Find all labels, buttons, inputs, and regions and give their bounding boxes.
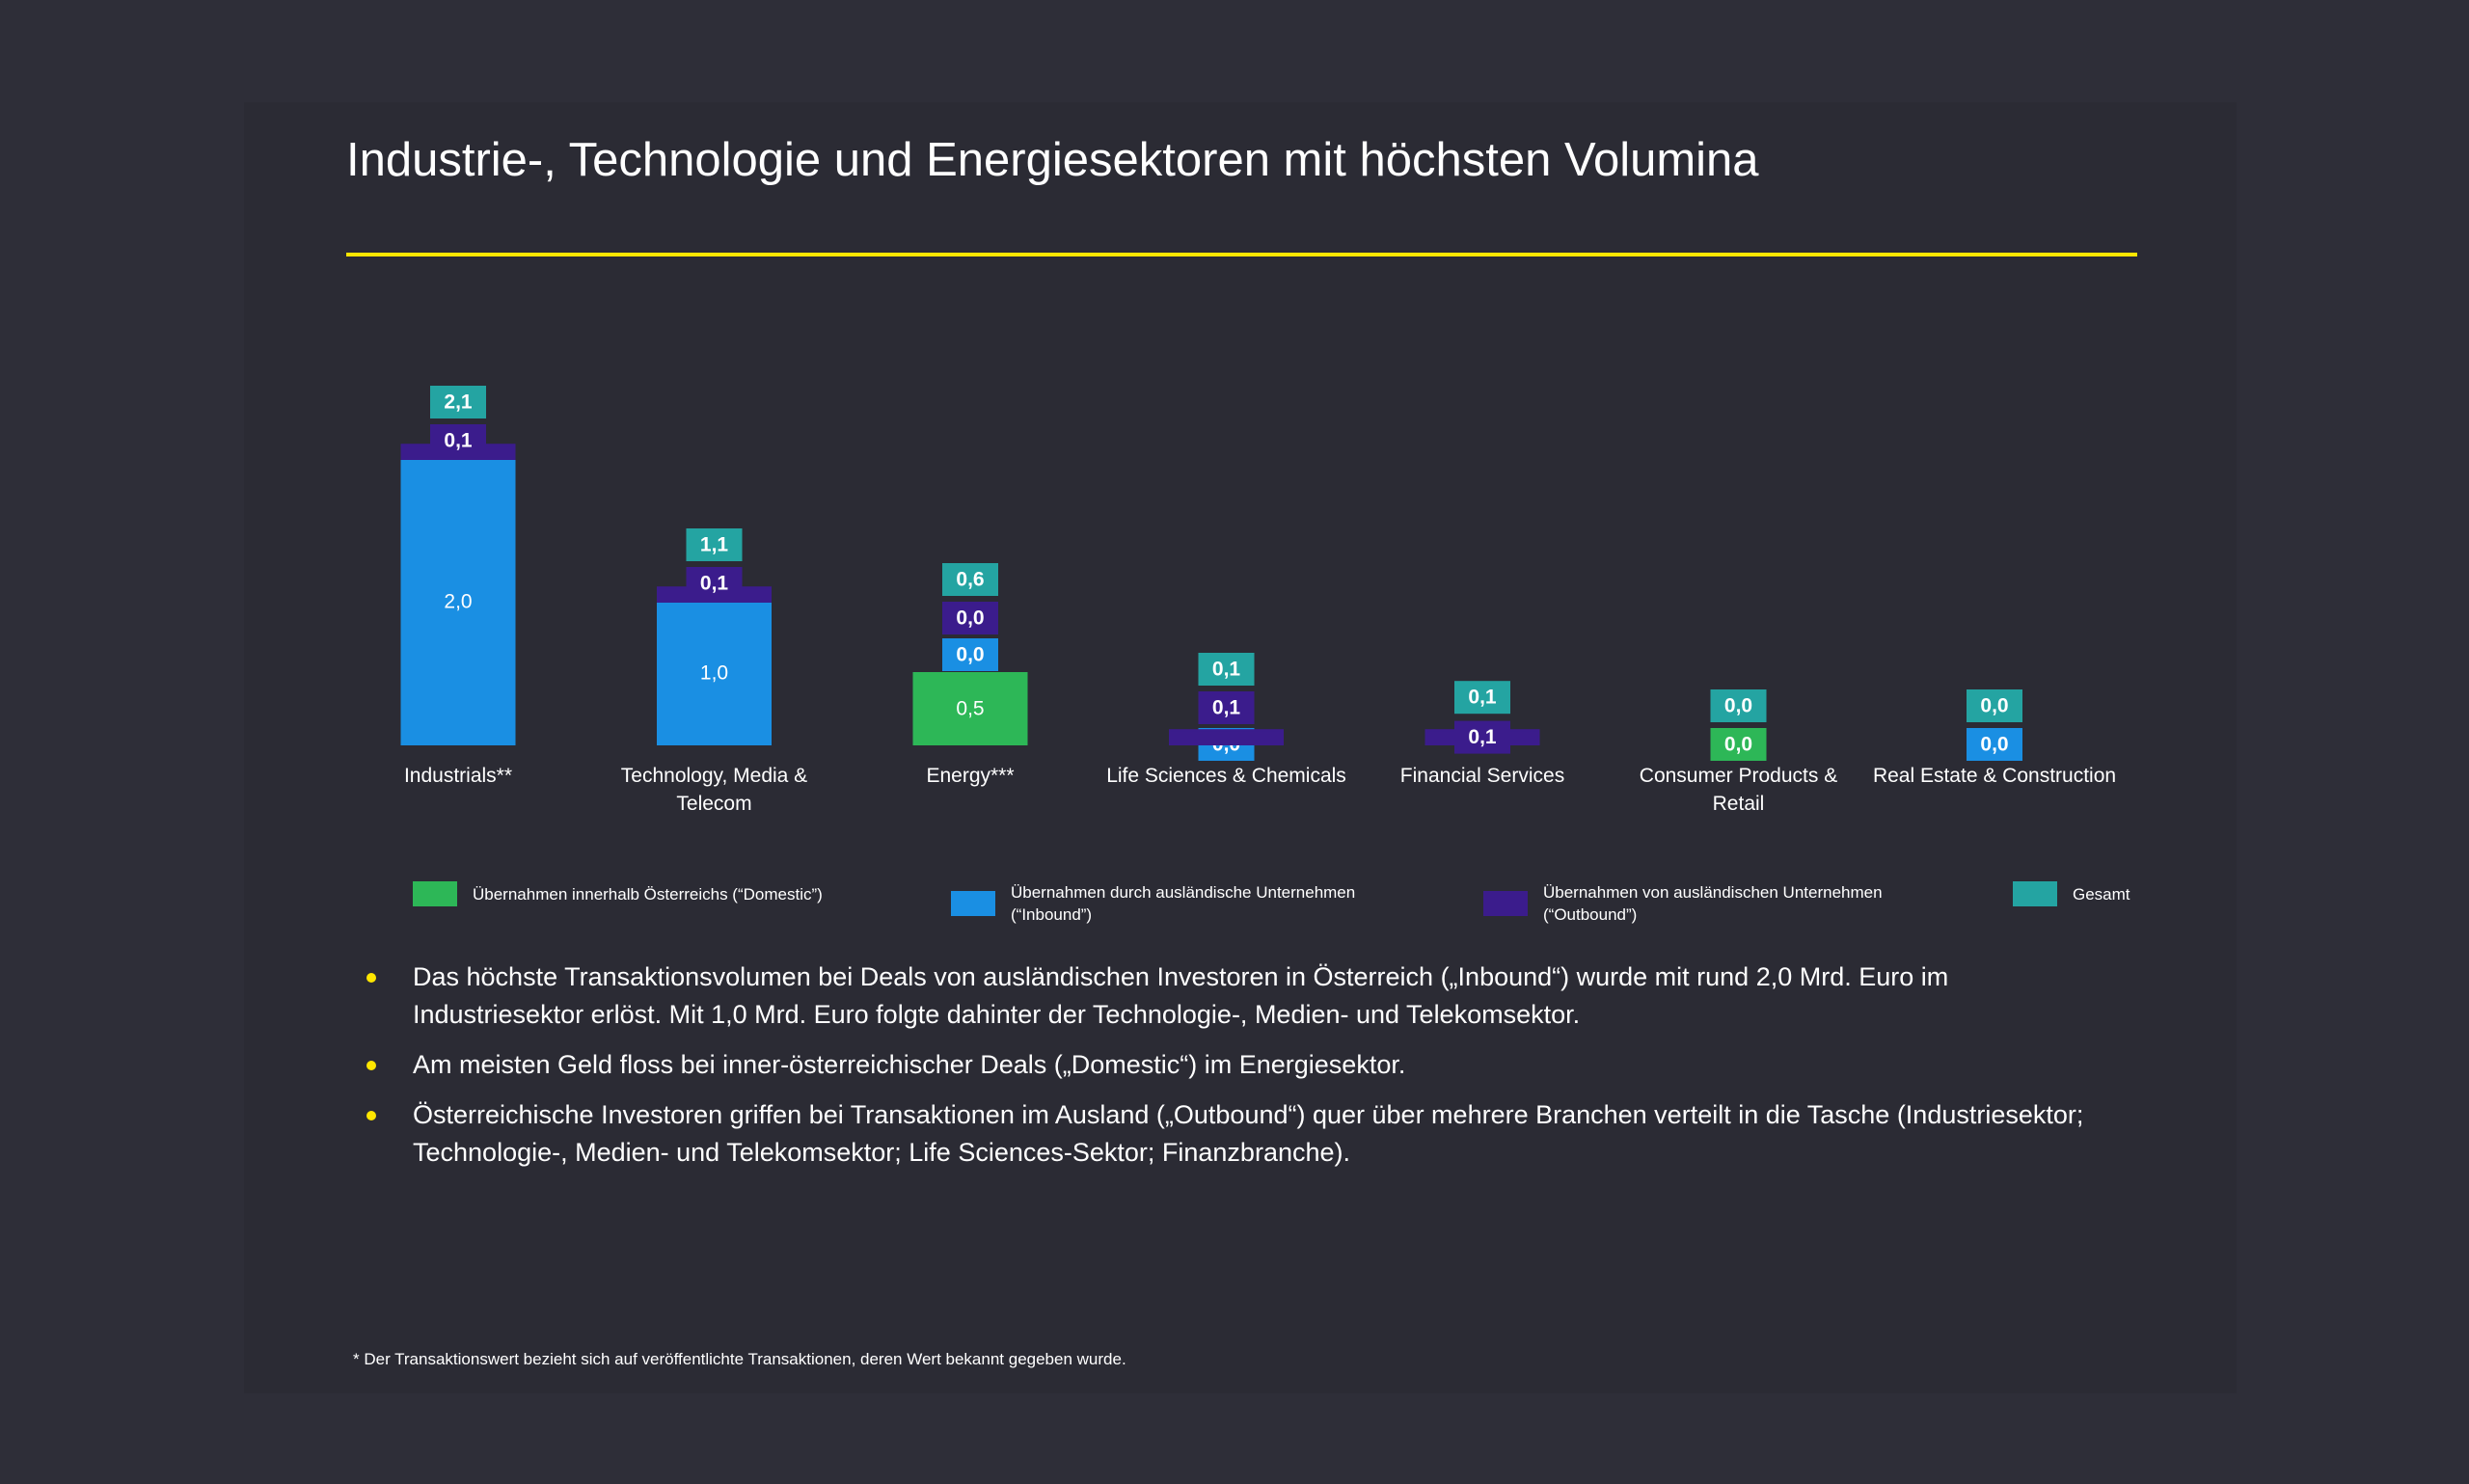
data-label-box [942, 602, 998, 634]
total-label: 0,0 [1724, 695, 1752, 717]
data-label: 0,0 [1980, 734, 2008, 756]
legend-item: Übernahmen durch ausländische Unternehme… [951, 881, 1377, 926]
category-label: Industrials** [403, 765, 513, 787]
total-label: 0,1 [1212, 659, 1241, 681]
data-label: 0,5 [956, 698, 984, 720]
bar-segment [657, 601, 772, 745]
data-label: 0,1 [1212, 697, 1241, 719]
data-label-box [686, 567, 743, 600]
data-label: 0,0 [1724, 734, 1752, 756]
legend-label: Übernahmen innerhalb Österreichs (“Domes… [473, 884, 823, 904]
bullet: Das höchste Transaktionsvolumen bei Deal… [366, 958, 2122, 1034]
category-label: Financial Services [1399, 765, 1565, 787]
data-label: 2,0 [444, 591, 472, 613]
legend-label: Gesamt [2073, 884, 2130, 904]
legend-item: Übernahmen innerhalb Österreichs (“Domes… [413, 881, 878, 906]
data-label-box [1454, 720, 1510, 754]
legend-item: Übernahmen von ausländischen Unternehmen… [1483, 881, 1910, 926]
data-label-box [942, 638, 998, 671]
category-label: Life Sciences & Chemicals [1106, 765, 1346, 787]
total-box [1454, 681, 1510, 715]
bar-segment [912, 672, 1028, 745]
total-box [686, 528, 743, 561]
data-label-box [1198, 691, 1255, 724]
total-box [942, 563, 998, 596]
legend-swatch [1483, 891, 1528, 916]
data-label: 0,0 [956, 644, 984, 666]
total-label: 0,1 [1468, 687, 1497, 709]
data-label-box [1967, 728, 2022, 761]
bullet-list: Das höchste Transaktionsvolumen bei Deal… [366, 958, 2122, 1184]
legend-item: Gesamt [2013, 881, 2188, 906]
total-label: 0,0 [1980, 695, 2008, 717]
total-box [1198, 653, 1255, 686]
legend-label: Übernahmen durch ausländische Unternehme… [1011, 883, 1356, 924]
legend-swatch [413, 881, 457, 906]
total-box [430, 386, 486, 418]
bullet: Am meisten Geld floss bei inner-österrei… [366, 1046, 2122, 1084]
data-label: 0,1 [444, 430, 473, 452]
total-label: 2,1 [444, 391, 473, 414]
legend-label: Übernahmen von ausländischen Unternehmen… [1543, 883, 1883, 924]
category-label: Consumer Products & Retail [1639, 765, 1838, 815]
data-label: 0,1 [1468, 726, 1497, 748]
legend-swatch [2013, 881, 2057, 906]
bullet: Österreichische Investoren griffen bei T… [366, 1096, 2122, 1172]
total-label: 1,1 [700, 534, 729, 556]
slide-title: Industrie-, Technologie und Energiesekto… [346, 134, 1759, 186]
total-label: 0,6 [956, 569, 984, 591]
footnote: * Der Transaktionswert bezieht sich auf … [353, 1350, 1126, 1368]
category-label: Technology, Media & Telecom [620, 765, 808, 815]
bar-segment [1169, 729, 1284, 746]
category-label: Real Estate & Construction [1872, 765, 2117, 787]
category-label: Energy*** [926, 765, 1015, 787]
title-rule [346, 253, 2137, 256]
data-label: 0,1 [700, 573, 729, 595]
total-box [1710, 689, 1767, 722]
data-label: 1,0 [700, 662, 728, 685]
legend-swatch [951, 891, 995, 916]
total-box [1967, 689, 2022, 722]
data-label-box [430, 424, 486, 457]
data-label: 0,0 [956, 607, 984, 630]
data-label-box [1710, 728, 1767, 761]
